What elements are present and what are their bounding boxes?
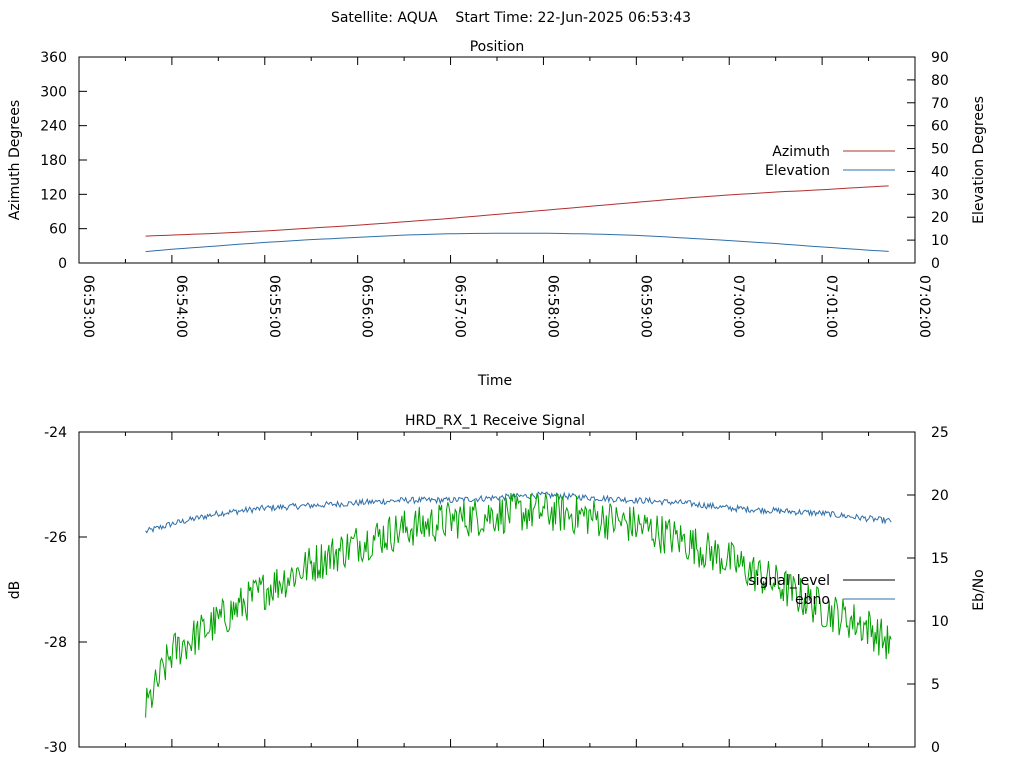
position-y-right-label: Elevation Degrees	[971, 96, 987, 224]
x-tick-label: 06:56:00	[359, 275, 375, 338]
legend-label-signal-level: signal_level	[748, 573, 830, 589]
y-right-tick-label: 90	[931, 50, 949, 66]
series-line-azimuth	[145, 185, 889, 237]
x-tick-label: 06:58:00	[544, 275, 560, 338]
x-tick-label: 07:02:00	[916, 275, 932, 338]
y-left-tick-label: 180	[40, 153, 67, 169]
position-chart-title: Position	[470, 39, 525, 55]
signal-y-right-label: Eb/No	[971, 569, 987, 611]
x-tick-label: 06:54:00	[173, 275, 189, 338]
y-right-tick-label: 25	[931, 425, 949, 441]
y-right-tick-label: 60	[931, 119, 949, 135]
y-left-tick-label: -24	[44, 425, 67, 441]
y-left-tick-label: -28	[44, 635, 67, 651]
y-right-tick-label: 20	[931, 210, 949, 226]
position-x-axis-label: Time	[477, 373, 512, 389]
series-line-elevation	[145, 232, 889, 253]
legend-label-elevation: Elevation	[765, 163, 830, 179]
signal-chart-title: HRD_RX_1 Receive Signal	[405, 413, 585, 429]
receive-signal-chart: HRD_RX_1 Receive Signal dB Eb/No -24 -26 -…	[7, 413, 987, 756]
page-title: Satellite: AQUA Start Time: 22-Jun-2025 …	[331, 10, 691, 26]
y-left-tick-label: 300	[40, 84, 67, 100]
y-left-tick-label: 60	[49, 222, 67, 238]
x-tick-label: 07:01:00	[823, 275, 839, 338]
position-y-left-label: Azimuth Degrees	[7, 100, 23, 220]
y-right-tick-label: 0	[931, 256, 940, 272]
y-right-tick-label: 10	[931, 233, 949, 249]
y-right-tick-label: 20	[931, 488, 949, 504]
x-tick-label: 06:55:00	[266, 275, 282, 338]
position-chart-frame	[78, 56, 916, 264]
y-right-tick-label: 80	[931, 73, 949, 89]
y-right-tick-label: 70	[931, 96, 949, 112]
y-left-tick-label: 360	[40, 50, 67, 66]
y-left-tick-label: -30	[44, 740, 67, 756]
signal-chart-frame	[78, 431, 916, 748]
y-right-tick-label: 50	[931, 142, 949, 158]
series-line-signal-level	[145, 491, 892, 534]
y-right-tick-label: 30	[931, 187, 949, 203]
y-left-tick-label: 120	[40, 187, 67, 203]
y-left-tick-label: 0	[58, 256, 67, 272]
signal-y-left-label: dB	[7, 581, 23, 600]
legend-label-ebno: ebno	[795, 592, 830, 608]
x-tick-label: 06:53:00	[80, 275, 96, 338]
y-right-tick-label: 5	[931, 677, 940, 693]
y-right-tick-label: 0	[931, 740, 940, 756]
y-right-tick-label: 40	[931, 164, 949, 180]
y-left-tick-label: 240	[40, 119, 67, 135]
position-chart: Position Time Azimuth Degrees Elevation …	[7, 39, 987, 389]
y-right-tick-label: 15	[931, 551, 949, 567]
x-tick-label: 06:59:00	[637, 275, 653, 338]
y-right-tick-label: 10	[931, 614, 949, 630]
series-line-ebno	[145, 492, 892, 718]
x-tick-label: 06:57:00	[452, 275, 468, 338]
x-tick-label: 07:00:00	[730, 275, 746, 338]
y-left-tick-label: -26	[44, 530, 67, 546]
legend-label-azimuth: Azimuth	[772, 144, 830, 160]
